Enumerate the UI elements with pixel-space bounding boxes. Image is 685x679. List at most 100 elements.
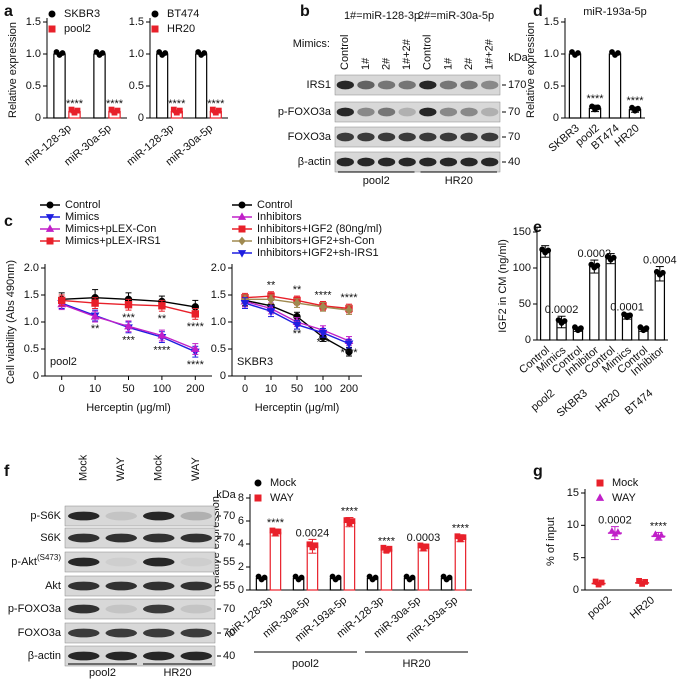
- blot-band: [439, 80, 458, 90]
- row-label: β-actin: [298, 156, 331, 168]
- marker: [608, 527, 616, 534]
- x-tick-label: 200: [186, 383, 204, 395]
- marker: [417, 542, 424, 549]
- marker: [349, 518, 356, 525]
- annotation: **: [91, 323, 100, 335]
- y-axis-label: % of input: [545, 517, 557, 566]
- annotation: 0.0003: [407, 532, 441, 544]
- blot-band: [105, 511, 137, 521]
- blot-band: [143, 557, 175, 567]
- blot-strip: [64, 598, 216, 620]
- blot-band: [481, 80, 499, 90]
- y-tick-label: 0.5: [26, 80, 41, 92]
- marker: [446, 574, 453, 581]
- annotation: ****: [340, 292, 358, 304]
- annotation: ****: [187, 321, 205, 333]
- annotation: ****: [267, 517, 285, 529]
- size-marker: 70: [223, 510, 235, 522]
- marker: [58, 296, 66, 305]
- x-tick-label: 100: [153, 383, 171, 395]
- marker: [90, 311, 100, 320]
- marker: [157, 330, 167, 339]
- blot-band: [180, 651, 212, 661]
- marker: [319, 302, 327, 312]
- marker: [176, 107, 183, 114]
- marker: [267, 294, 275, 304]
- marker: [170, 106, 177, 113]
- marker: [423, 543, 430, 550]
- blot-band: [357, 157, 375, 167]
- annotation: 0.0004: [643, 254, 677, 266]
- y-tick-label: 1.5: [26, 16, 41, 28]
- legend-label: WAY: [270, 492, 294, 504]
- marker: [343, 517, 350, 524]
- y-axis-label: IGF2 in CM (ng/ml): [497, 239, 509, 333]
- marker: [561, 318, 568, 324]
- blot-band: [419, 107, 437, 117]
- y-axis-label: Relative expression: [7, 22, 19, 118]
- x-tick-label: 50: [122, 383, 134, 395]
- marker: [598, 579, 605, 586]
- lane-label: Control: [339, 35, 351, 70]
- blot-band: [398, 107, 416, 117]
- group-label: pool2: [292, 658, 319, 670]
- legend-label: SKBR3: [64, 8, 100, 20]
- marker: [596, 479, 604, 487]
- marker: [74, 107, 81, 114]
- blot-strip: [64, 551, 216, 573]
- blot-band: [68, 604, 100, 614]
- annotation: ****: [153, 344, 171, 356]
- annotation: **: [158, 313, 167, 325]
- marker: [238, 225, 246, 233]
- row-label: Akt: [45, 580, 61, 592]
- panel-label: c: [4, 213, 13, 230]
- x-tick-label: 10: [265, 383, 277, 395]
- marker: [335, 574, 342, 581]
- marker: [151, 25, 159, 33]
- bar: [195, 53, 208, 119]
- blot-strip: [334, 101, 501, 123]
- blot-strip: [334, 151, 501, 173]
- blot-band: [143, 581, 175, 591]
- marker: [614, 528, 622, 535]
- y-tick-label: 100: [513, 262, 531, 274]
- lane-label: Mock: [153, 454, 165, 481]
- bar: [654, 273, 666, 341]
- row-label: β-actin: [28, 650, 61, 662]
- blot-band: [68, 651, 100, 661]
- y-tick-label: 10: [567, 519, 579, 531]
- y-tick-label: 1.5: [544, 16, 559, 28]
- legend-label: WAY: [612, 492, 636, 504]
- marker: [45, 214, 55, 222]
- y-tick-label: 1.0: [24, 316, 39, 328]
- y-tick-label: 0: [553, 112, 559, 124]
- blot-band: [460, 107, 478, 117]
- marker: [578, 325, 584, 332]
- marker: [643, 325, 650, 332]
- annotation: 0.0002: [545, 304, 579, 316]
- annotation: ****: [378, 535, 396, 547]
- marker: [158, 302, 166, 310]
- blot-band: [105, 557, 137, 567]
- blot-band: [336, 80, 354, 90]
- marker: [306, 541, 313, 548]
- marker: [91, 299, 99, 307]
- y-tick-label: 150: [513, 226, 531, 238]
- annotation: ****: [452, 523, 470, 535]
- marker: [191, 310, 200, 318]
- marker: [190, 344, 200, 353]
- annotation: ****: [187, 359, 205, 371]
- lane-label: WAY: [190, 457, 202, 481]
- marker: [595, 493, 605, 501]
- marker: [651, 530, 659, 537]
- blot-band: [143, 604, 175, 614]
- blot-band: [105, 533, 137, 543]
- group-label: pool2: [89, 667, 116, 679]
- legend-label: Control: [65, 199, 100, 211]
- blot-strip: [334, 74, 501, 96]
- marker: [45, 224, 55, 232]
- lane-label: Mock: [78, 454, 90, 481]
- blot-band: [357, 80, 375, 90]
- blot-band: [143, 628, 175, 638]
- size-marker: 40: [508, 156, 520, 168]
